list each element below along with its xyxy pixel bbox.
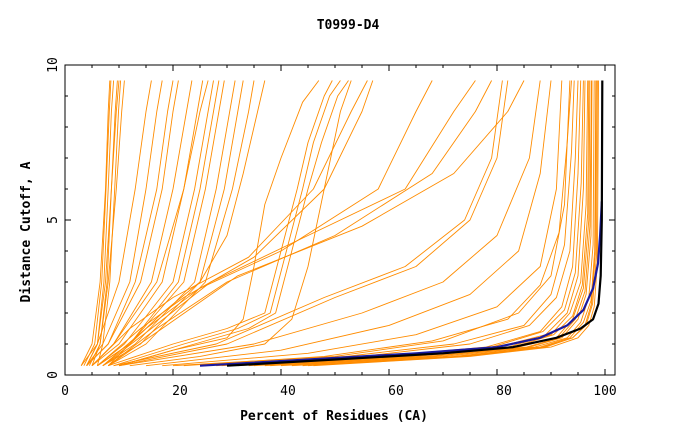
series-line-model-25 [91,80,368,367]
series-layer [80,80,604,367]
series-line-model-33 [145,80,552,367]
x-tick-label: 80 [496,384,512,399]
series-line-model-46 [291,80,597,367]
x-tick-label: 0 [61,384,69,399]
series-line-model-49 [183,80,572,367]
series-line-highlight-blue [199,201,603,367]
x-tick-label: 40 [280,384,296,399]
series-line-model-47 [307,80,598,367]
series-line-model-48 [205,80,575,367]
y-tick-label: 0 [46,371,61,379]
series-line-model-44 [270,80,593,367]
series-line-model-23 [118,80,349,367]
series-line-model-06 [88,80,125,366]
series-line-model-22 [113,80,341,367]
series-line-highlight-black [226,80,604,367]
series-line-model-27 [102,80,476,367]
series-line-model-30 [118,80,509,367]
series-line-model-08 [80,80,152,366]
series-line-model-07 [86,80,120,366]
series-line-model-13 [97,80,214,367]
series-line-model-52 [264,80,592,367]
series-line-model-37 [129,80,352,367]
series-line-model-01 [80,80,111,366]
series-line-model-05 [83,80,112,366]
x-tick-labels: 0 20 40 60 80 100 [61,384,617,399]
y-tick-label: 5 [46,216,61,224]
chart-title: T0999-D4 [317,18,380,33]
y-tick-labels: 0 5 10 [46,57,61,379]
series-line-model-19 [86,80,174,367]
series-line-model-43 [253,80,591,367]
series-line-model-34 [162,80,563,367]
series-line-model-39 [199,80,579,367]
series-line-model-17 [107,80,255,367]
series-line-model-28 [107,80,492,367]
x-tick-label: 60 [388,384,404,399]
series-line-model-38 [107,80,266,367]
tick-marks [64,64,615,376]
y-tick-label: 10 [46,57,61,73]
series-line-model-35 [172,80,571,367]
series-line-model-50 [248,80,590,367]
series-line-model-29 [107,80,525,367]
series-line-model-31 [113,80,503,367]
series-line-model-51 [302,80,597,367]
series-line-model-15 [102,80,236,367]
series-line-model-32 [118,80,541,367]
x-tick-label: 20 [172,384,188,399]
x-axis-label: Percent of Residues (CA) [240,409,428,424]
series-line-model-24 [97,80,374,367]
series-line-model-42 [237,80,589,367]
series-line-model-09 [86,80,163,366]
series-line-model-36 [118,80,320,367]
x-tick-label: 100 [593,384,616,399]
series-line-model-12 [91,80,204,367]
y-axis-label: Distance Cutoff, A [19,161,34,302]
